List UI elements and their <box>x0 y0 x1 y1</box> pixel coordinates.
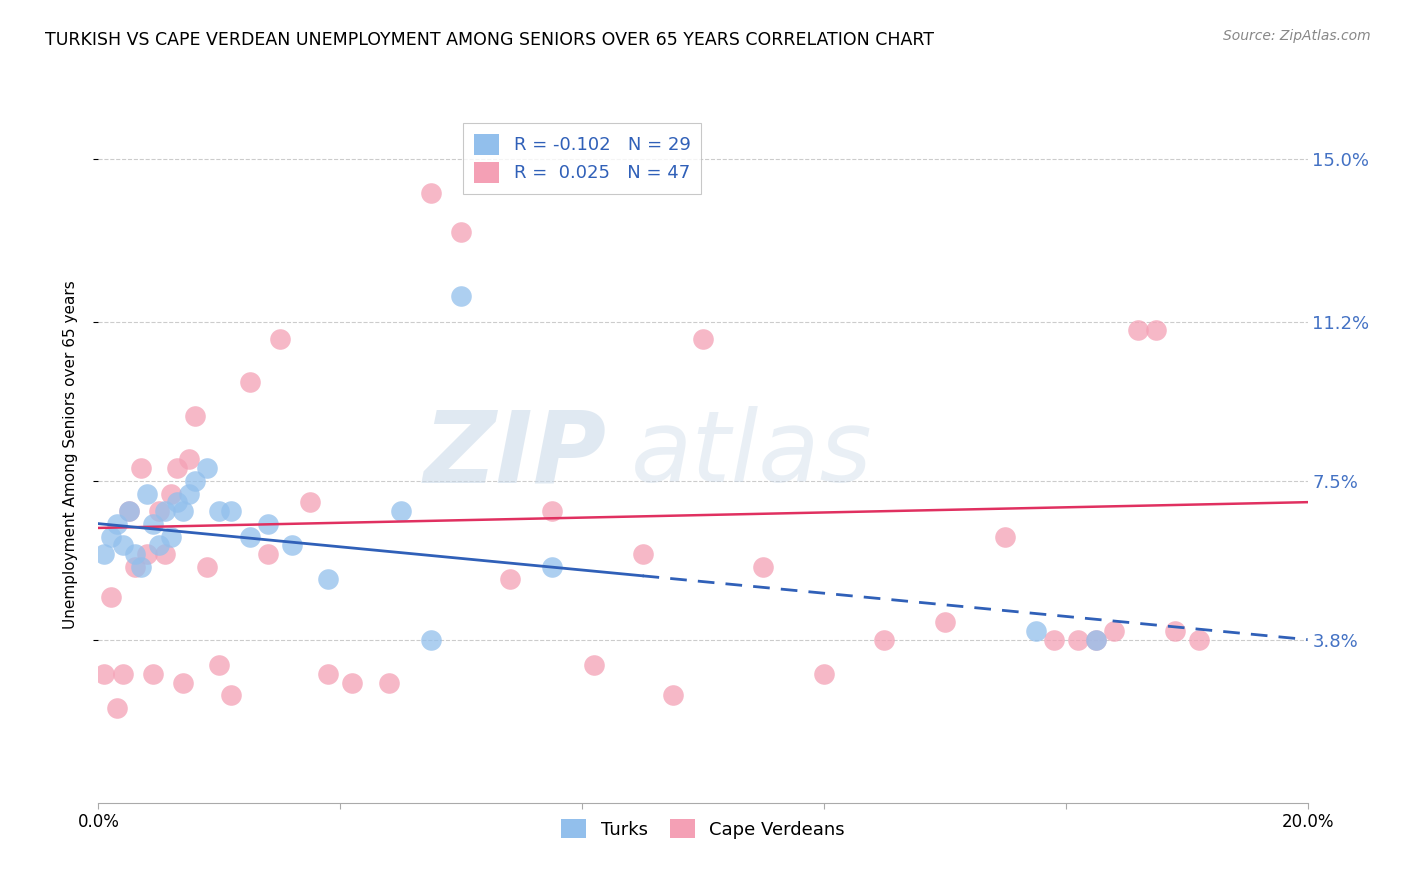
Point <box>135 547 157 561</box>
Point <box>994 529 1017 543</box>
Point <box>498 573 520 587</box>
Point <box>1024 624 1046 638</box>
Point <box>269 332 291 346</box>
Point <box>256 516 278 531</box>
Point <box>153 547 176 561</box>
Point <box>873 632 896 647</box>
Point <box>129 460 152 475</box>
Point <box>420 632 443 647</box>
Point <box>661 689 683 703</box>
Point <box>813 667 835 681</box>
Text: ZIP: ZIP <box>423 407 606 503</box>
Point <box>1085 632 1108 647</box>
Point <box>166 460 188 475</box>
Point <box>239 529 262 543</box>
Point <box>179 486 201 500</box>
Point <box>540 559 562 574</box>
Point <box>389 504 412 518</box>
Point <box>184 474 207 488</box>
Point <box>631 547 654 561</box>
Point <box>299 495 322 509</box>
Point <box>142 667 165 681</box>
Point <box>172 504 194 518</box>
Point <box>195 559 218 574</box>
Point <box>135 486 157 500</box>
Point <box>148 538 170 552</box>
Point <box>160 529 183 543</box>
Point <box>1128 323 1150 337</box>
Point <box>93 547 115 561</box>
Point <box>450 225 472 239</box>
Point <box>195 460 218 475</box>
Point <box>281 538 304 552</box>
Point <box>153 504 176 518</box>
Point <box>1067 632 1090 647</box>
Point <box>1042 632 1064 647</box>
Point <box>179 452 201 467</box>
Y-axis label: Unemployment Among Seniors over 65 years: Unemployment Among Seniors over 65 years <box>63 281 77 629</box>
Point <box>221 689 243 703</box>
Point <box>100 590 122 604</box>
Point <box>148 504 170 518</box>
Point <box>1188 632 1211 647</box>
Point <box>93 667 115 681</box>
Text: atlas: atlas <box>630 407 872 503</box>
Point <box>124 547 146 561</box>
Point <box>105 516 128 531</box>
Point <box>934 615 956 630</box>
Point <box>118 504 141 518</box>
Text: Source: ZipAtlas.com: Source: ZipAtlas.com <box>1223 29 1371 43</box>
Point <box>184 409 207 424</box>
Point <box>208 658 231 673</box>
Point <box>583 658 606 673</box>
Point <box>124 559 146 574</box>
Point <box>111 538 134 552</box>
Point <box>129 559 152 574</box>
Point <box>342 675 364 690</box>
Point <box>420 186 443 200</box>
Text: TURKISH VS CAPE VERDEAN UNEMPLOYMENT AMONG SENIORS OVER 65 YEARS CORRELATION CHA: TURKISH VS CAPE VERDEAN UNEMPLOYMENT AMO… <box>45 31 934 49</box>
Point <box>752 559 775 574</box>
Point <box>450 289 472 303</box>
Point <box>118 504 141 518</box>
Legend: Turks, Cape Verdeans: Turks, Cape Verdeans <box>554 812 852 846</box>
Point <box>316 573 339 587</box>
Point <box>239 375 262 389</box>
Point <box>316 667 339 681</box>
Point <box>172 675 194 690</box>
Point <box>142 516 165 531</box>
Point <box>1163 624 1185 638</box>
Point <box>377 675 399 690</box>
Point <box>256 547 278 561</box>
Point <box>1102 624 1125 638</box>
Point <box>692 332 714 346</box>
Point <box>208 504 231 518</box>
Point <box>111 667 134 681</box>
Point <box>540 504 562 518</box>
Point <box>221 504 243 518</box>
Point <box>1085 632 1108 647</box>
Point <box>160 486 183 500</box>
Point <box>100 529 122 543</box>
Point <box>1144 323 1167 337</box>
Point <box>105 701 128 715</box>
Point <box>166 495 188 509</box>
